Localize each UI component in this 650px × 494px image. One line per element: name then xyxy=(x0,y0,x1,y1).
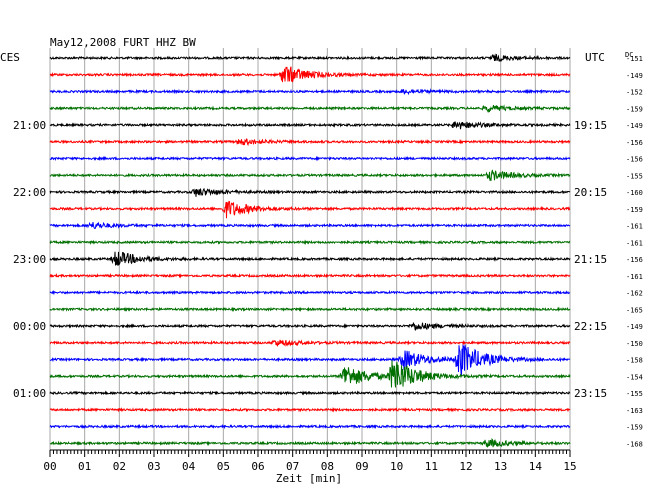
trace-17 xyxy=(49,339,571,347)
trace-22 xyxy=(49,423,571,430)
x-tick-label: 00 xyxy=(43,460,56,473)
trace-13 xyxy=(49,272,571,279)
trace-2 xyxy=(49,88,571,96)
dc-offset-label: -159 xyxy=(626,105,643,113)
x-tick-label: 07 xyxy=(286,460,299,473)
dc-offset-label: -158 xyxy=(626,357,643,365)
dc-offset-labels: -151 -149 -152 -159 -149 -156 -156 -155 -160 -159… xyxy=(626,55,643,448)
trace-9 xyxy=(49,200,571,219)
x-tick-label: 01 xyxy=(78,460,91,473)
x-axis-label: Zeit [min] xyxy=(276,472,342,485)
trace-16 xyxy=(49,322,571,331)
right-hour-label: 21:15 xyxy=(574,253,607,266)
dc-offset-label: -149 xyxy=(626,72,643,80)
left-hour-label: 23:00 xyxy=(13,253,46,266)
x-tick-label: 15 xyxy=(563,460,576,473)
x-tick-label: 05 xyxy=(217,460,230,473)
dc-offset-label: -150 xyxy=(626,340,643,348)
x-tick-label: 04 xyxy=(182,460,196,473)
dc-offset-label: -149 xyxy=(626,122,643,130)
trace-23 xyxy=(49,438,571,448)
trace-11 xyxy=(49,239,571,246)
chart-title: May12,2008 FURT HHZ BW xyxy=(50,36,196,49)
trace-5 xyxy=(49,138,571,147)
left-hour-label: 01:00 xyxy=(13,387,46,400)
trace-4 xyxy=(49,121,571,130)
left-timezone-label: CES xyxy=(0,51,20,64)
right-hour-label: 20:15 xyxy=(574,186,607,199)
x-tick-label: 14 xyxy=(529,460,543,473)
traces xyxy=(49,53,571,448)
x-tick-label: 03 xyxy=(147,460,160,473)
dc-offset-label: -151 xyxy=(626,55,643,63)
x-tick-label: 06 xyxy=(251,460,264,473)
dc-offset-label: -156 xyxy=(626,139,643,147)
dc-offset-label: -161 xyxy=(626,239,643,247)
dc-offset-label: -168 xyxy=(626,440,643,448)
dc-offset-label: -154 xyxy=(626,373,643,381)
left-hour-label: 00:00 xyxy=(13,320,46,333)
dc-offset-label: -155 xyxy=(626,390,643,398)
dc-offset-label: -162 xyxy=(626,290,643,298)
trace-8 xyxy=(49,187,571,197)
trace-21 xyxy=(49,406,571,413)
dc-offset-label: -155 xyxy=(626,172,643,180)
right-hour-labels: 19:15 20:15 21:15 22:15 23:15 xyxy=(574,119,607,400)
grid-lines xyxy=(49,48,571,450)
dc-offset-label: -165 xyxy=(626,306,643,314)
x-tick-label: 13 xyxy=(494,460,507,473)
trace-14 xyxy=(49,289,571,296)
dc-offset-label: -159 xyxy=(626,424,643,432)
x-tick-label: 11 xyxy=(425,460,438,473)
left-hour-label: 22:00 xyxy=(13,186,46,199)
trace-10 xyxy=(49,221,571,230)
dc-offset-label: -152 xyxy=(626,89,643,97)
trace-12 xyxy=(49,251,571,266)
trace-15 xyxy=(49,306,571,313)
dc-offset-label: -161 xyxy=(626,223,643,231)
left-hour-labels: 21:00 22:00 23:00 00:00 01:00 xyxy=(13,119,46,400)
x-tick-label: 02 xyxy=(113,460,126,473)
dc-label: DC xyxy=(625,51,633,59)
right-timezone-label: UTC xyxy=(585,51,605,64)
dc-offset-label: -159 xyxy=(626,206,643,214)
trace-20 xyxy=(49,390,571,396)
x-tick-label: 09 xyxy=(355,460,368,473)
trace-3 xyxy=(49,104,571,114)
right-hour-label: 19:15 xyxy=(574,119,607,132)
trace-19 xyxy=(49,360,571,388)
dc-offset-label: -156 xyxy=(626,256,643,264)
dc-offset-label: -163 xyxy=(626,407,643,415)
dc-offset-label: -156 xyxy=(626,156,643,164)
right-hour-label: 23:15 xyxy=(574,387,607,400)
x-tick-label: 08 xyxy=(321,460,334,473)
trace-0 xyxy=(49,53,571,62)
left-hour-label: 21:00 xyxy=(13,119,46,132)
x-tick-label: 12 xyxy=(459,460,472,473)
trace-1 xyxy=(49,66,571,83)
right-hour-label: 22:15 xyxy=(574,320,607,333)
dc-offset-label: -160 xyxy=(626,189,643,197)
trace-18 xyxy=(49,344,571,377)
x-tick-label: 10 xyxy=(390,460,403,473)
dc-offset-label: -149 xyxy=(626,323,643,331)
trace-7 xyxy=(49,169,571,182)
x-axis: 00 01 02 03 04 05 06 07 08 09 10 11 12 13 14 15 xyxy=(43,449,577,473)
trace-6 xyxy=(49,155,571,162)
dc-offset-label: -161 xyxy=(626,273,643,281)
